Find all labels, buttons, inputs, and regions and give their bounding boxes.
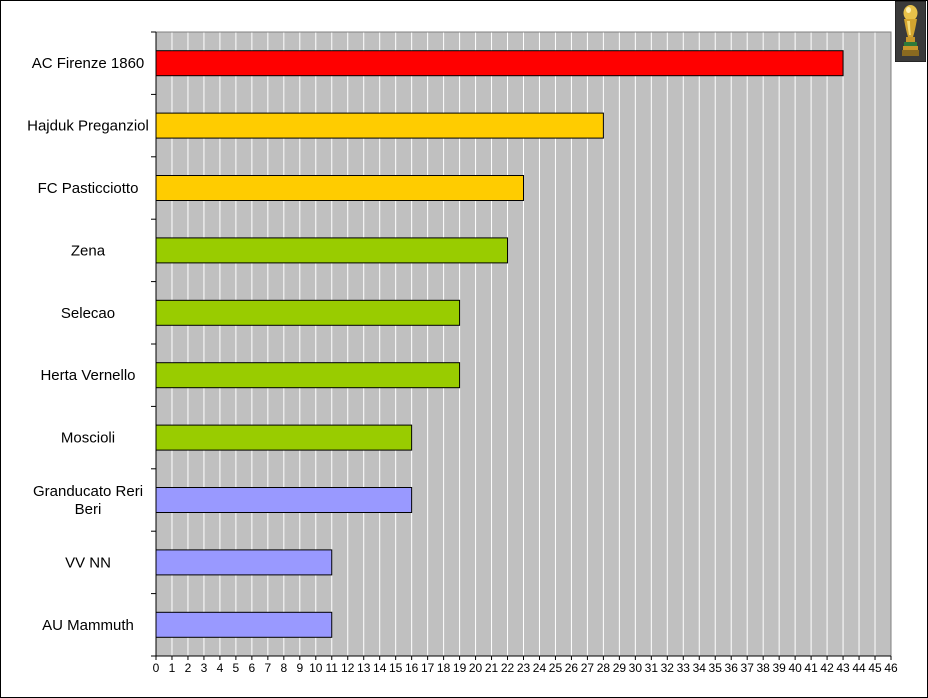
x-tick-label: 18 (437, 661, 451, 675)
bar (155, 50, 844, 77)
x-tick-label: 21 (485, 661, 499, 675)
x-tick-label: 31 (645, 661, 659, 675)
x-tick-label: 46 (884, 661, 898, 675)
x-tick-label: 7 (265, 661, 272, 675)
x-tick-label: 16 (405, 661, 419, 675)
world-cup-trophy-icon (895, 1, 926, 62)
x-tick-label: 2 (185, 661, 192, 675)
x-tick-label: 25 (549, 661, 563, 675)
x-tick-label: 41 (804, 661, 818, 675)
bars (155, 50, 844, 638)
x-tick-label: 40 (788, 661, 802, 675)
x-tick-label: 44 (852, 661, 866, 675)
x-tick-label: 8 (280, 661, 287, 675)
x-tick-label: 45 (868, 661, 882, 675)
bar (155, 112, 604, 139)
category-label: Granducato Reri Beri (33, 483, 143, 518)
x-tick-label: 39 (772, 661, 786, 675)
bar (155, 237, 509, 264)
category-label: Herta Vernello (40, 367, 135, 384)
x-tick-label: 9 (296, 661, 303, 675)
x-tick-label: 4 (217, 661, 224, 675)
x-tick-label: 28 (597, 661, 611, 675)
x-tick-label: 15 (389, 661, 403, 675)
x-tick-label: 26 (565, 661, 579, 675)
x-tick-label: 5 (233, 661, 240, 675)
category-label: FC Pasticciotto (38, 180, 139, 197)
x-tick-label: 12 (341, 661, 355, 675)
x-tick-label: 23 (517, 661, 531, 675)
x-tick-label: 0 (153, 661, 160, 675)
x-tick-label: 37 (741, 661, 755, 675)
category-label: Selecao (61, 305, 115, 322)
category-label: AU Mammuth (42, 617, 134, 634)
category-label: Zena (71, 242, 106, 259)
x-tick-label: 30 (629, 661, 643, 675)
x-tick-label: 36 (725, 661, 739, 675)
x-tick-label: 20 (469, 661, 483, 675)
x-tick-label: 29 (613, 661, 627, 675)
x-tick-label: 19 (453, 661, 467, 675)
x-tick-label: 1 (169, 661, 176, 675)
x-tick-label: 35 (709, 661, 723, 675)
bar (155, 299, 461, 326)
bar (155, 362, 461, 389)
bar (155, 424, 413, 451)
x-tick-label: 43 (836, 661, 850, 675)
bar (155, 611, 333, 638)
x-tick-label: 34 (693, 661, 707, 675)
axes (151, 31, 892, 660)
x-tick-label: 14 (373, 661, 387, 675)
x-tick-label: 27 (581, 661, 595, 675)
category-label: AC Firenze 1860 (32, 55, 145, 72)
x-tick-label: 17 (421, 661, 435, 675)
bar (155, 549, 333, 576)
x-tick-label: 42 (820, 661, 834, 675)
category-label: Hajduk Preganziol (27, 118, 149, 135)
x-tick-label: 24 (533, 661, 547, 675)
x-tick-label: 32 (661, 661, 675, 675)
category-label: VV NN (65, 554, 111, 571)
bar (155, 487, 413, 513)
category-label: Moscioli (61, 430, 115, 447)
x-axis-tick-labels: 0 1 2 3 4 5 6 7 8 9 10 11 12 13 14 15 16 17 18 19 20 21 22 23 24… (153, 661, 898, 675)
x-tick-label: 33 (677, 661, 691, 675)
x-tick-label: 10 (309, 661, 323, 675)
category-labels: AC Firenze 1860 Hajduk Preganziol FC Pasti… (27, 55, 149, 634)
x-tick-label: 11 (326, 661, 339, 675)
x-tick-label: 3 (201, 661, 208, 675)
x-tick-label: 6 (249, 661, 256, 675)
x-tick-label: 38 (756, 661, 770, 675)
x-tick-label: 13 (357, 661, 371, 675)
bar (155, 175, 524, 201)
x-tick-label: 22 (501, 661, 515, 675)
